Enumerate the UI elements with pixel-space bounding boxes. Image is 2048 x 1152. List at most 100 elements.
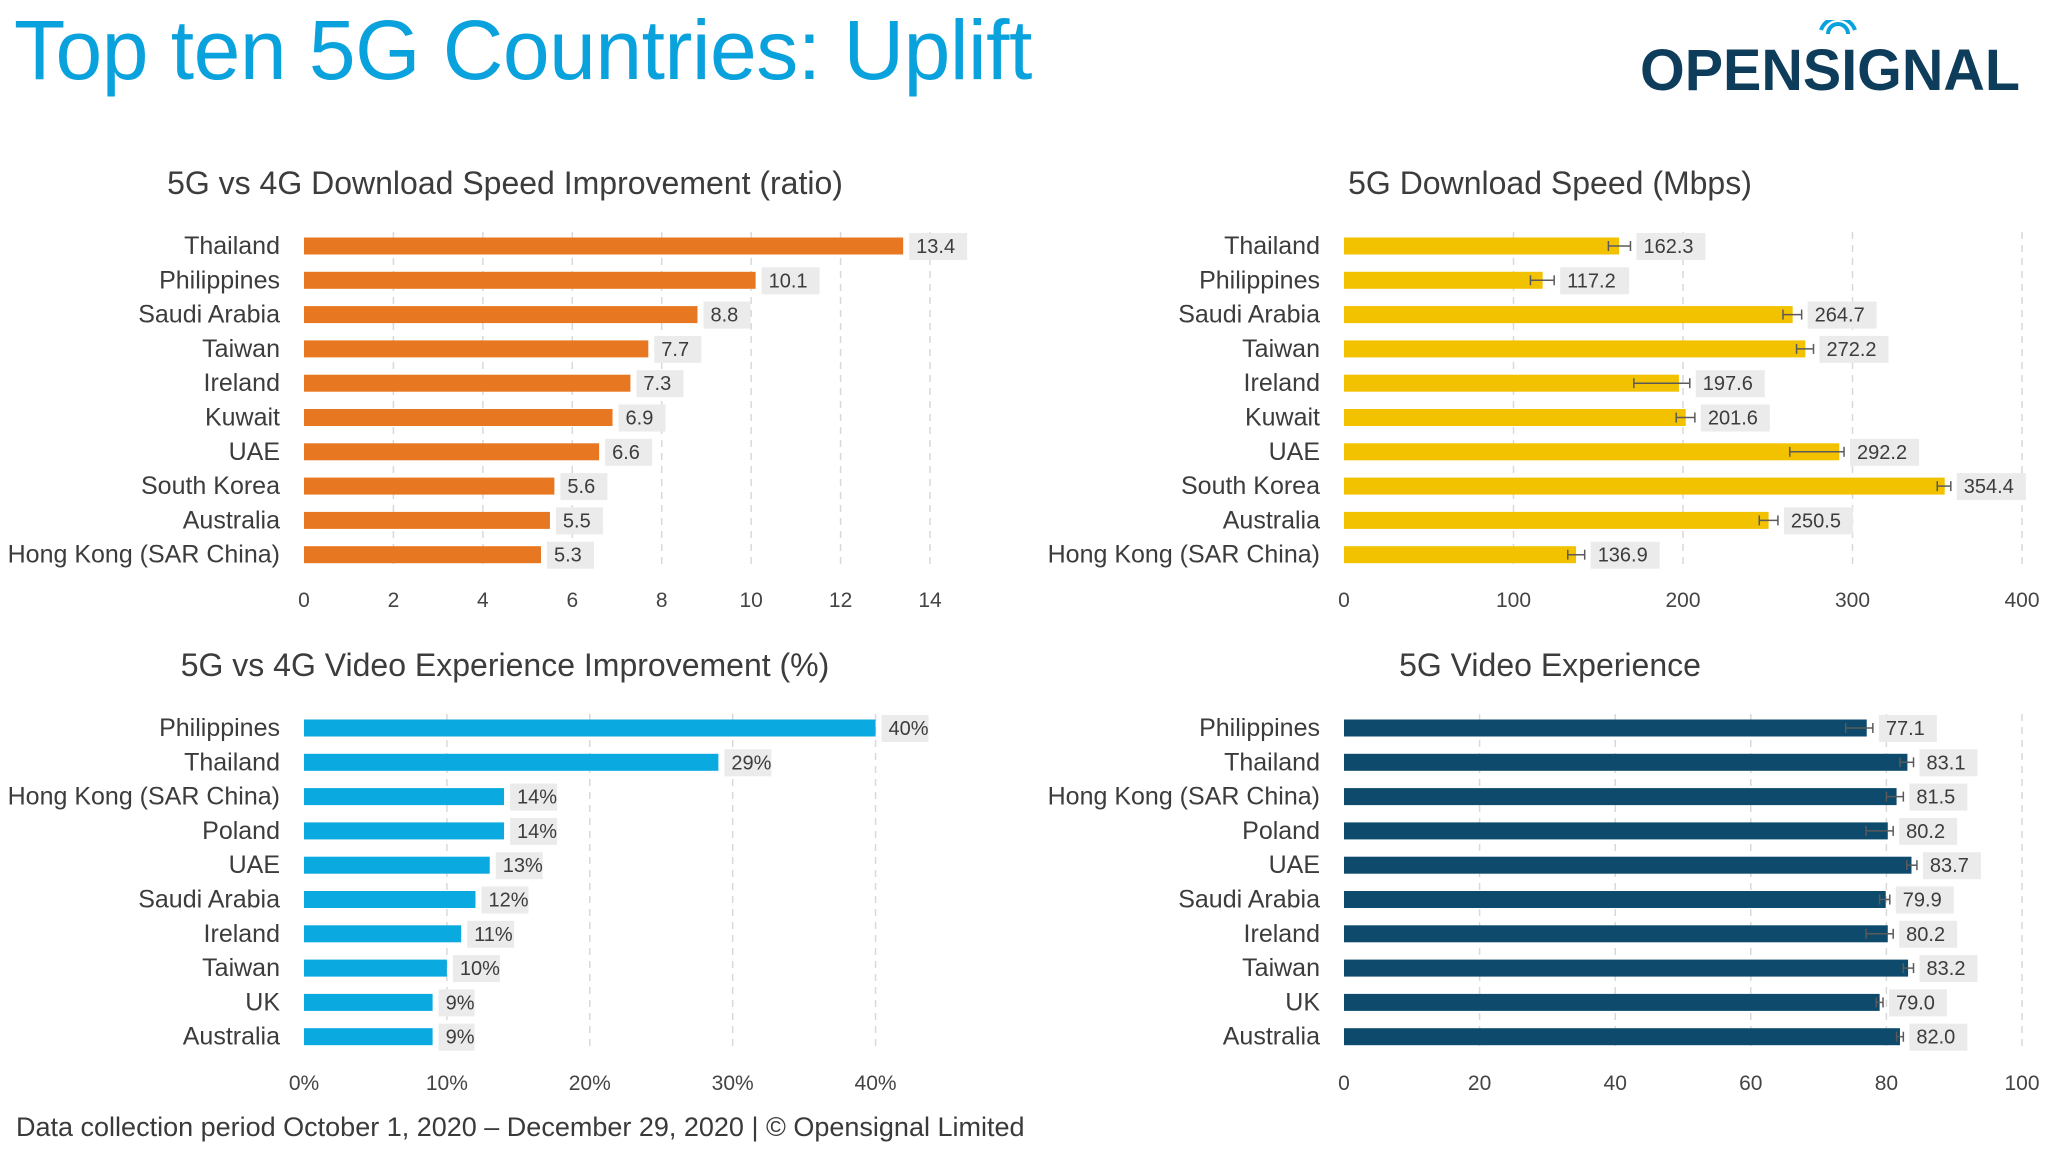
- bar: [1344, 546, 1577, 564]
- category-label: UAE: [1269, 438, 1320, 466]
- category-label: UK: [1285, 988, 1320, 1016]
- data-label-bg: [1899, 920, 1958, 948]
- x-tick-label: 80: [1875, 1072, 1898, 1095]
- bar: [1344, 993, 1880, 1011]
- data-label-bg: [1899, 817, 1958, 845]
- category-label: Saudi Arabia: [1178, 886, 1320, 914]
- data-label-bg: [546, 541, 594, 569]
- category-label: Thailand: [1224, 232, 1320, 260]
- data-label: 136.9: [1598, 545, 1648, 567]
- data-label: 40%: [889, 718, 929, 740]
- category-label: Kuwait: [1245, 404, 1320, 432]
- bar: [1344, 891, 1886, 908]
- x-tick-label: 14: [918, 589, 942, 612]
- bar: [1344, 925, 1888, 943]
- bar: [1344, 374, 1679, 392]
- opensignal-logo: OPENSIGNAL: [1640, 20, 2020, 100]
- bar: [1344, 409, 1686, 426]
- data-label: 29%: [731, 752, 771, 774]
- data-label: 83.1: [1927, 752, 1966, 774]
- bar: [1344, 719, 1867, 737]
- data-label: 117.2: [1567, 270, 1616, 292]
- bar: [304, 306, 698, 324]
- logo-text: OPENSIGNAL: [1640, 38, 2020, 100]
- bar: [1344, 511, 1769, 529]
- data-label-bg: [1807, 301, 1877, 329]
- data-label: 272.2: [1827, 339, 1877, 361]
- data-label-bg: [560, 473, 608, 501]
- bar: [1344, 1028, 1900, 1046]
- chart-3: 5G vs 4G Video Experience Improvement (%…: [8, 647, 929, 1095]
- category-label: Taiwan: [202, 954, 280, 982]
- data-label: 5.5: [563, 510, 591, 532]
- data-label: 292.2: [1857, 442, 1907, 464]
- data-label: 354.4: [1964, 476, 2014, 498]
- data-label-bg: [1819, 335, 1889, 363]
- data-label: 80.2: [1906, 821, 1945, 843]
- category-label: Ireland: [1244, 369, 1320, 397]
- data-label: 6.6: [612, 442, 640, 464]
- x-tick-label: 4: [477, 589, 489, 612]
- bar: [304, 1028, 433, 1046]
- x-tick-label: 0: [1338, 1072, 1350, 1095]
- chart-2: 5G Download Speed (Mbps) 0 100 200 300 400 Tha…: [1048, 165, 2040, 612]
- data-label: 83.2: [1927, 958, 1966, 980]
- category-label: Ireland: [204, 369, 280, 397]
- category-label: Thailand: [1224, 748, 1320, 776]
- category-label: Philippines: [159, 266, 280, 294]
- bar: [304, 925, 462, 943]
- data-label: 5.6: [567, 476, 595, 498]
- data-label-bg: [1783, 507, 1853, 535]
- x-tick-label: 200: [1665, 589, 1700, 612]
- data-label-bg: [1909, 783, 1968, 811]
- bar: [304, 959, 447, 977]
- category-label: Kuwait: [205, 404, 280, 432]
- data-label: 201.6: [1708, 408, 1758, 430]
- category-label: Australia: [183, 1023, 280, 1051]
- chart-title: 5G Video Experience: [1399, 647, 1701, 683]
- bar: [304, 546, 541, 564]
- chart-title: 5G Download Speed (Mbps): [1348, 165, 1752, 201]
- data-label: 13%: [503, 855, 543, 877]
- data-label: 197.6: [1703, 373, 1753, 395]
- x-tick-label: 20: [1468, 1072, 1491, 1095]
- data-label-bg: [481, 886, 529, 914]
- data-label: 9%: [446, 1027, 475, 1049]
- data-label: 162.3: [1643, 236, 1693, 258]
- x-tick-label: 10: [739, 589, 762, 612]
- data-label: 14%: [517, 821, 557, 843]
- x-tick-label: 400: [2004, 589, 2039, 612]
- data-label: 250.5: [1791, 510, 1841, 532]
- data-label: 83.7: [1930, 855, 1969, 877]
- bar: [304, 477, 555, 495]
- category-label: South Korea: [141, 472, 280, 500]
- data-label-bg: [1889, 989, 1948, 1017]
- bar: [304, 511, 550, 529]
- data-label: 9%: [446, 992, 475, 1014]
- data-label-bg: [1922, 852, 1981, 880]
- data-label-bg: [510, 817, 558, 845]
- bar: [304, 271, 756, 289]
- chart-title: 5G vs 4G Download Speed Improvement (rat…: [167, 165, 843, 201]
- category-label: Taiwan: [202, 335, 280, 363]
- chart-title: 5G vs 4G Video Experience Improvement (%…: [181, 647, 830, 683]
- category-label: Philippines: [159, 714, 280, 742]
- data-label: 10%: [460, 958, 500, 980]
- data-label-bg: [1956, 473, 2026, 501]
- category-label: UAE: [1269, 851, 1320, 879]
- data-label-bg: [1850, 438, 1920, 466]
- data-label-bg: [1878, 715, 1937, 742]
- category-label: Hong Kong (SAR China): [1048, 783, 1320, 811]
- data-label-bg: [1560, 267, 1630, 295]
- bar: [1344, 271, 1543, 289]
- category-label: South Korea: [1181, 472, 1320, 500]
- category-label: Hong Kong (SAR China): [8, 541, 280, 569]
- bar: [1344, 753, 1908, 771]
- category-label: Australia: [1223, 506, 1320, 534]
- category-label: Hong Kong (SAR China): [8, 783, 280, 811]
- bar: [304, 993, 433, 1011]
- data-label-bg: [1636, 233, 1706, 260]
- data-label: 264.7: [1815, 305, 1865, 327]
- data-label: 10.1: [769, 270, 808, 292]
- bar: [1344, 822, 1888, 840]
